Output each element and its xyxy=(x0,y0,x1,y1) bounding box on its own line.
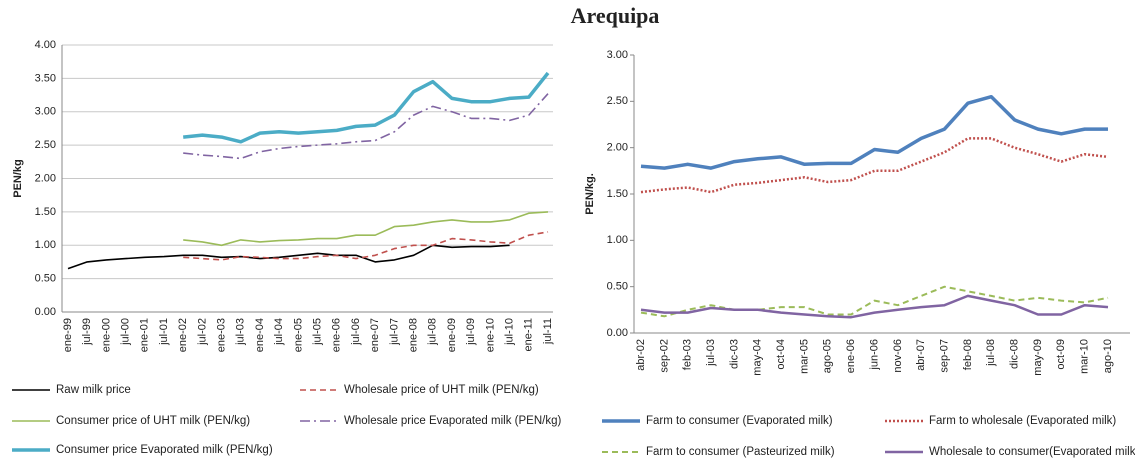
x-tick-label: jul-04 xyxy=(273,318,285,346)
x-tick-label: feb-03 xyxy=(682,339,694,370)
x-tick-label: jul-11 xyxy=(542,318,554,345)
x-tick-label: jul-08 xyxy=(985,339,997,367)
x-tick-label: ene-00 xyxy=(100,318,112,352)
x-tick-label: mar-05 xyxy=(798,339,810,374)
x-tick-label: ene-07 xyxy=(369,318,381,352)
x-tick-label: jul-01 xyxy=(158,318,170,346)
x-tick-label: ene-03 xyxy=(216,318,228,352)
y-tick-label: 1.00 xyxy=(607,234,628,246)
x-tick-label: jul-08 xyxy=(427,318,439,346)
y-tick-label: 2.00 xyxy=(607,142,628,154)
x-tick-label: ene-02 xyxy=(177,318,189,352)
legend-label: Wholesale price of UHT milk (PEN/kg) xyxy=(344,384,539,396)
y-tick-label: 0.00 xyxy=(35,306,56,318)
x-tick-label: ene-99 xyxy=(62,318,74,352)
chart-title: Arequipa xyxy=(571,3,660,28)
x-tick-label: dic-08 xyxy=(1009,339,1021,369)
x-tick-label: ene-06 xyxy=(845,339,857,373)
x-tick-label: ene-10 xyxy=(484,318,496,352)
x-tick-label: jul-06 xyxy=(350,318,362,346)
legend-label: Consumer price of UHT milk (PEN/kg) xyxy=(56,415,250,427)
x-tick-label: nov-06 xyxy=(892,339,904,373)
x-tick-label: ene-08 xyxy=(408,318,420,352)
legend-label: Farm to wholesale (Evaporated milk) xyxy=(929,415,1116,427)
y-tick-label: 1.50 xyxy=(607,188,628,200)
x-tick-label: jul-02 xyxy=(196,318,208,346)
legend-label: Raw milk price xyxy=(56,384,131,396)
y-tick-label: 3.50 xyxy=(35,72,56,84)
x-tick-label: ene-05 xyxy=(292,318,304,352)
y-tick-label: 3.00 xyxy=(35,106,56,118)
x-tick-label: jul-10 xyxy=(504,318,516,346)
x-tick-label: ago-10 xyxy=(1102,339,1114,373)
legend-label: Farm to consumer (Evaporated milk) xyxy=(646,415,833,427)
y-tick-label: 3.00 xyxy=(607,49,628,61)
x-tick-label: ene-11 xyxy=(523,318,535,351)
legend-label: Consumer price Evaporated milk (PEN/kg) xyxy=(56,444,273,456)
y-tick-label: 2.50 xyxy=(607,95,628,107)
x-tick-label: oct-04 xyxy=(775,339,787,370)
x-tick-label: jul-99 xyxy=(81,318,93,346)
y-tick-label: 2.00 xyxy=(35,172,56,184)
y-tick-label: 2.50 xyxy=(35,139,56,151)
x-tick-label: jul-05 xyxy=(312,318,324,346)
series-line xyxy=(183,211,549,247)
x-tick-label: jul-07 xyxy=(388,318,400,346)
x-tick-label: ene-09 xyxy=(446,318,458,352)
x-tick-label: jul-03 xyxy=(235,318,247,346)
series-line xyxy=(183,231,549,261)
x-tick-label: oct-09 xyxy=(1055,339,1067,370)
y-tick-label: 1.50 xyxy=(35,206,56,218)
x-tick-label: jul-09 xyxy=(465,318,477,346)
legend-label: Wholesale price Evaporated milk (PEN/kg) xyxy=(344,415,561,427)
x-tick-label: jul-00 xyxy=(120,318,132,346)
x-tick-label: abr-07 xyxy=(915,339,927,371)
x-tick-label: feb-08 xyxy=(962,339,974,370)
x-tick-label: dic-03 xyxy=(728,339,740,369)
series-line xyxy=(67,244,510,270)
y-tick-label: 0.00 xyxy=(607,327,628,339)
y-axis-title: PEN/kg. xyxy=(584,173,596,215)
x-tick-label: may-09 xyxy=(1032,339,1044,376)
series-line xyxy=(640,94,1108,170)
x-tick-label: ene-04 xyxy=(254,318,266,352)
series-line xyxy=(183,93,549,160)
y-tick-label: 0.50 xyxy=(607,281,628,293)
legend-label: Wholesale to consumer(Evaporated milk) xyxy=(929,446,1135,458)
x-tick-label: ene-01 xyxy=(139,318,151,352)
x-tick-label: jun-06 xyxy=(868,339,880,371)
legend-label: Farm to consumer (Pasteurized milk) xyxy=(646,446,835,458)
x-tick-label: ago-05 xyxy=(822,339,834,373)
series-line xyxy=(640,285,1109,318)
x-tick-label: jul-03 xyxy=(705,339,717,367)
x-tick-label: abr-02 xyxy=(635,339,647,371)
x-tick-label: mar-10 xyxy=(1079,339,1091,374)
series-line xyxy=(640,294,1109,319)
series-line xyxy=(183,71,550,144)
y-tick-label: 1.00 xyxy=(35,239,56,251)
x-tick-label: ene-06 xyxy=(331,318,343,352)
y-tick-label: 4.00 xyxy=(35,39,56,51)
x-tick-label: sep-02 xyxy=(658,339,670,373)
x-tick-label: sep-07 xyxy=(938,339,950,373)
y-tick-label: 0.50 xyxy=(35,273,56,285)
y-axis-title: PEN/kg xyxy=(12,159,24,198)
x-tick-label: may-04 xyxy=(752,339,764,376)
